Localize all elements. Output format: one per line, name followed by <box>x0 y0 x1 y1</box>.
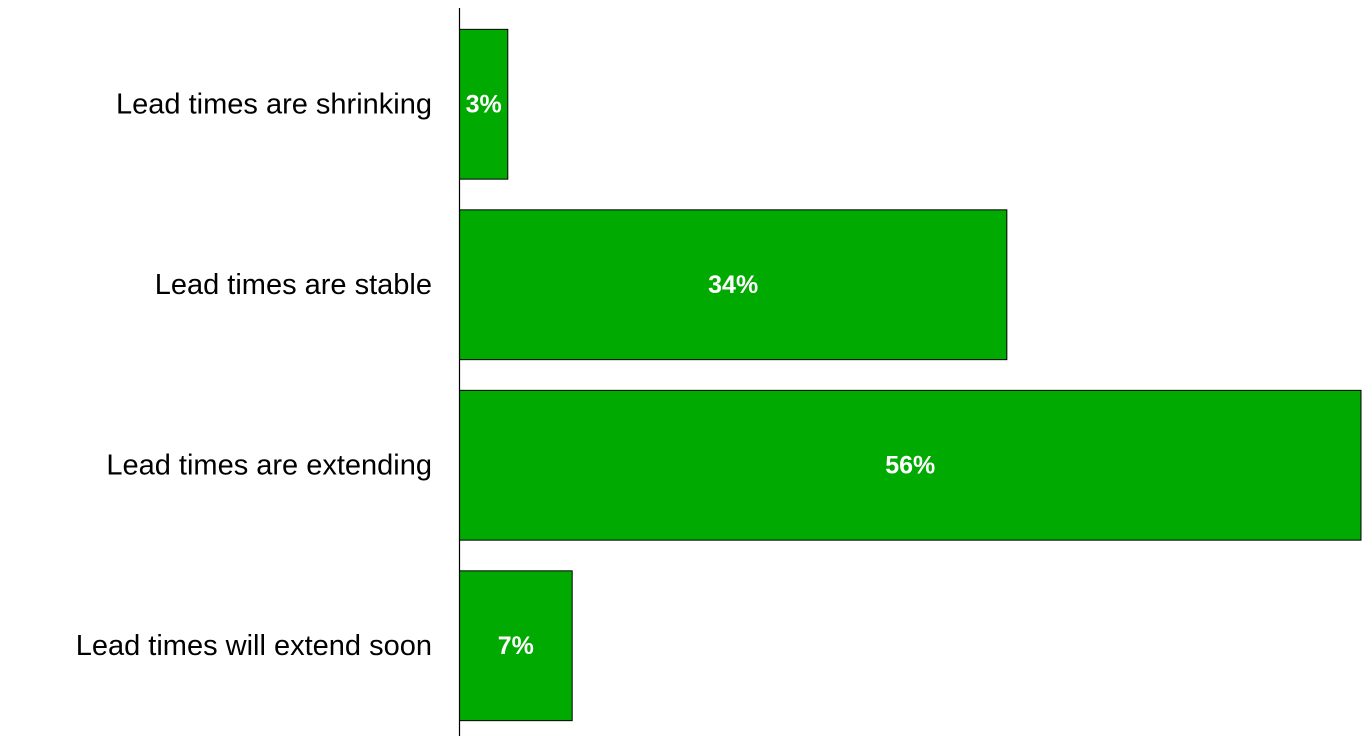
bar-1 <box>459 209 1008 361</box>
bar-2 <box>459 389 1362 541</box>
bar-0 <box>459 28 509 180</box>
value-label-2: 56% <box>885 451 935 479</box>
category-labels-layer: Lead times are shrinking Lead times are s… <box>76 88 432 662</box>
category-label-0: Lead times are shrinking <box>116 88 432 120</box>
category-label-2: Lead times are extending <box>106 449 432 481</box>
value-label-3: 7% <box>498 632 534 660</box>
value-label-0: 3% <box>466 90 502 118</box>
category-label-1: Lead times are stable <box>155 269 432 301</box>
category-label-3: Lead times will extend soon <box>76 630 432 662</box>
value-label-1: 34% <box>708 271 758 299</box>
bar-3 <box>459 570 573 722</box>
bars-layer: 3% 34% 56% 7% <box>459 28 1362 722</box>
